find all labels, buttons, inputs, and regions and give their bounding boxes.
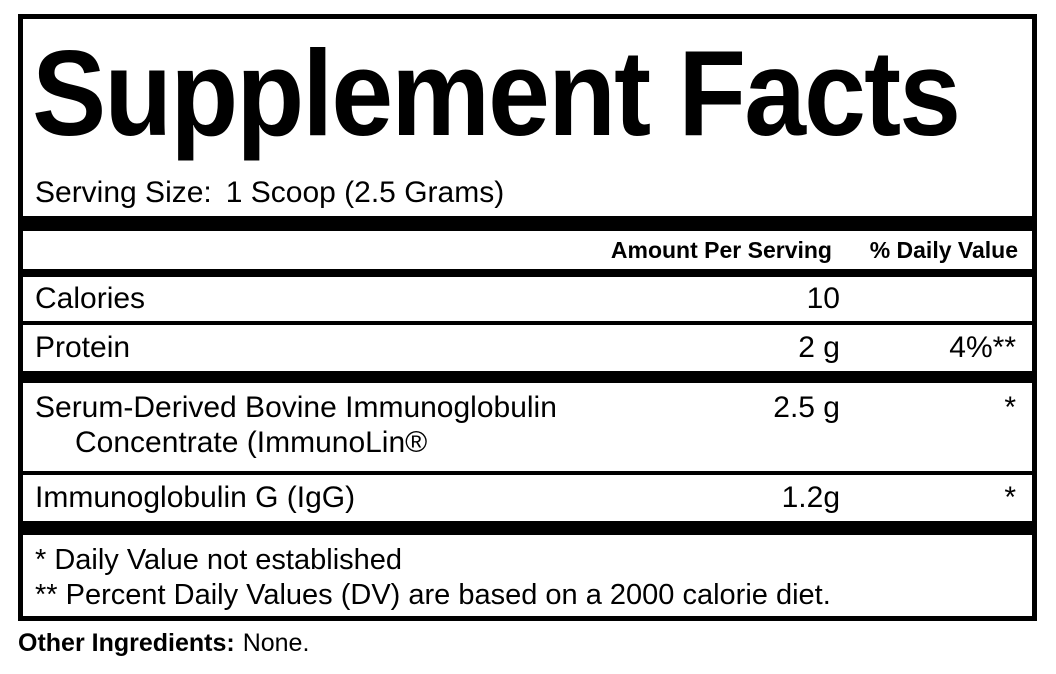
nutrient-amount: 1.2g <box>781 481 840 514</box>
nutrient-name: Immunoglobulin G (IgG) <box>35 481 356 514</box>
footnote-percent-dv: ** Percent Daily Values (DV) are based o… <box>35 579 831 611</box>
footnote-daily-value: * Daily Value not established <box>35 544 403 576</box>
nutrient-name: Protein <box>35 331 131 364</box>
other-ingredients-value: None. <box>242 629 310 657</box>
divider-medium-1 <box>23 269 1032 277</box>
other-ingredients-line: Other Ingredients: None. <box>18 629 309 658</box>
serving-size-label: Serving Size: <box>35 175 212 209</box>
nutrient-amount: 2.5 g <box>773 391 840 424</box>
nutrient-amount: 2 g <box>798 331 840 364</box>
amount-per-serving-header: Amount Per Serving <box>610 236 832 263</box>
nutrient-row-igg: Immunoglobulin G (IgG) 1.2g * <box>23 475 1032 521</box>
footnotes-section: * Daily Value not established ** Percent… <box>23 535 1032 613</box>
serving-size-line: Serving Size: 1 Scoop (2.5 Grams) <box>23 169 1032 216</box>
nutrient-amount: 10 <box>806 282 840 315</box>
nutrient-name: Serum-Derived Bovine Immunoglobulin Conc… <box>35 390 670 460</box>
nutrient-daily-value: * <box>1004 481 1016 514</box>
nutrient-name-line1: Serum-Derived Bovine Immunoglobulin <box>35 391 557 424</box>
divider-thick-top <box>23 216 1032 231</box>
other-ingredients-label: Other Ingredients: <box>18 629 235 657</box>
nutrient-daily-value: * <box>1004 391 1016 424</box>
divider-thin-1 <box>23 321 1032 325</box>
divider-medium-3 <box>23 521 1032 535</box>
nutrient-name: Calories <box>35 282 146 315</box>
nutrient-row-calories: Calories 10 <box>23 277 1032 321</box>
nutrient-row-protein: Protein 2 g 4%** <box>23 325 1032 371</box>
column-header-row: Amount Per Serving % Daily Value <box>23 231 1032 269</box>
nutrient-daily-value: 4%** <box>949 331 1016 364</box>
panel-title: Supplement Facts <box>32 25 961 161</box>
serving-size-value: 1 Scoop (2.5 Grams) <box>225 175 505 209</box>
supplement-facts-panel: Supplement Facts Serving Size: 1 Scoop (… <box>18 14 1037 621</box>
nutrient-row-serum-immunoglobulin: Serum-Derived Bovine Immunoglobulin Conc… <box>23 383 1032 471</box>
daily-value-header: % Daily Value <box>869 236 1018 263</box>
divider-thin-2 <box>23 471 1032 475</box>
nutrient-name-line2: Concentrate (ImmunoLin® <box>75 426 428 459</box>
divider-medium-2 <box>23 371 1032 383</box>
